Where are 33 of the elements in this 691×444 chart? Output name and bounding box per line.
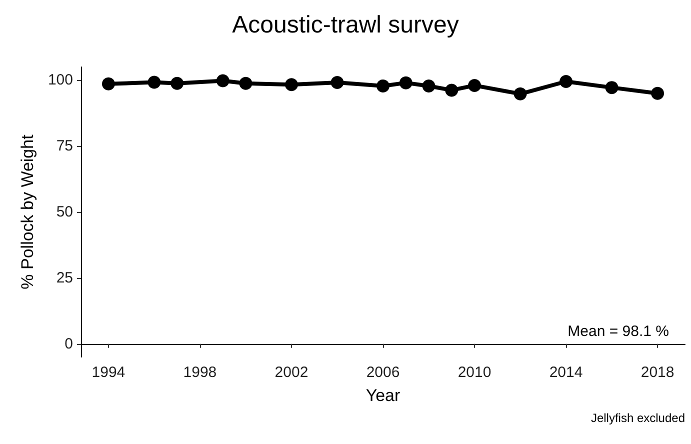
x-axis-title: Year xyxy=(366,386,401,405)
point xyxy=(514,87,527,100)
point xyxy=(605,81,618,94)
x-tick-label: 1998 xyxy=(183,364,217,381)
x-tick-label: 1994 xyxy=(92,364,126,381)
point xyxy=(239,76,252,90)
x-tick-label: 2002 xyxy=(274,364,308,381)
x-tick-label: 2010 xyxy=(458,364,492,381)
point xyxy=(148,76,161,89)
point xyxy=(399,76,412,90)
text: Jellyfish excluded xyxy=(590,411,686,425)
x-tick-label: 2014 xyxy=(549,364,583,381)
x-tick-label: 2006 xyxy=(366,364,400,381)
point xyxy=(445,84,458,97)
point xyxy=(285,78,298,92)
y-tick-label: 50 xyxy=(56,204,73,220)
point xyxy=(422,79,436,92)
y-tick-label: 25 xyxy=(56,269,73,286)
x-tick-label: 2018 xyxy=(640,364,674,381)
point xyxy=(651,86,664,100)
point xyxy=(560,75,573,88)
y-tick-label: 100 xyxy=(48,72,73,89)
point xyxy=(216,74,230,88)
point xyxy=(170,76,184,90)
point xyxy=(468,78,482,92)
point xyxy=(330,76,344,90)
point xyxy=(102,77,115,90)
y-axis-title: % Pollock by Weight xyxy=(18,134,37,290)
point xyxy=(376,79,390,92)
annotation: Mean = 98.1 % xyxy=(568,323,670,340)
y-tick-label: 0 xyxy=(64,335,73,352)
chart-title: Acoustic-trawl survey xyxy=(232,12,459,38)
y-tick-label: 75 xyxy=(56,138,73,155)
